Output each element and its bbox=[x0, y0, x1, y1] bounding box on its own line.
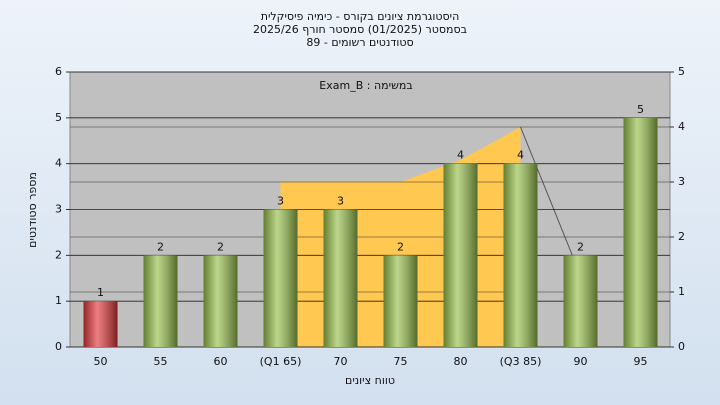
x-tick-label: (Q3 85) bbox=[500, 355, 542, 368]
bar-shading bbox=[143, 255, 178, 347]
x-tick-label: 90 bbox=[574, 355, 588, 368]
bar-shading bbox=[83, 301, 118, 347]
y-tick-label: 0 bbox=[55, 340, 62, 353]
x-tick-label: 60 bbox=[214, 355, 228, 368]
y2-tick-label: 3 bbox=[678, 175, 685, 188]
y2-tick-label: 2 bbox=[678, 230, 685, 243]
bar-shading bbox=[503, 163, 538, 347]
bar-shading bbox=[623, 117, 658, 347]
x-tick-label: 50 bbox=[94, 355, 108, 368]
y-axis-label: מספר סטודנטים bbox=[26, 172, 39, 248]
data-label: 2 bbox=[157, 240, 164, 253]
y2-tick-label: 5 bbox=[678, 65, 685, 78]
bar-shading bbox=[383, 255, 418, 347]
chart-subtitle: בסמסטר (01/2025) סמסטר חורף 2025/26 bbox=[253, 23, 467, 36]
y-tick-label: 1 bbox=[55, 294, 62, 307]
data-label: 2 bbox=[217, 240, 224, 253]
y-tick-label: 6 bbox=[55, 65, 62, 78]
bar-shading bbox=[563, 255, 598, 347]
data-label: 2 bbox=[397, 240, 404, 253]
bar-shading bbox=[203, 255, 238, 347]
x-tick-label: 70 bbox=[334, 355, 348, 368]
x-tick-label: 55 bbox=[154, 355, 168, 368]
y2-tick-label: 1 bbox=[678, 285, 685, 298]
data-label: 4 bbox=[517, 149, 524, 162]
annotation: במשימה : Exam_B bbox=[319, 79, 412, 92]
y-tick-label: 4 bbox=[55, 157, 62, 170]
x-axis-label: טווח ציונים bbox=[345, 374, 395, 387]
chart-subtitle: סטודנטים רשומים - 89 bbox=[306, 36, 413, 49]
data-label: 1 bbox=[97, 286, 104, 299]
data-label: 3 bbox=[277, 195, 284, 208]
data-label: 2 bbox=[577, 240, 584, 253]
data-label: 5 bbox=[637, 103, 644, 116]
x-tick-label: (Q1 65) bbox=[260, 355, 302, 368]
data-label: 4 bbox=[457, 149, 464, 162]
y-tick-label: 5 bbox=[55, 111, 62, 124]
bar-shading bbox=[263, 209, 298, 347]
y2-tick-label: 4 bbox=[678, 120, 685, 133]
y2-tick-label: 0 bbox=[678, 340, 685, 353]
x-tick-label: 75 bbox=[394, 355, 408, 368]
x-tick-label: 95 bbox=[634, 355, 648, 368]
x-tick-label: 80 bbox=[454, 355, 468, 368]
chart-title: היסטוגרמת ציונים בקורס - כימיה פיסיקלית bbox=[261, 10, 460, 23]
bar-shading bbox=[443, 163, 478, 347]
data-label: 3 bbox=[337, 195, 344, 208]
y-tick-label: 2 bbox=[55, 248, 62, 261]
y-tick-label: 3 bbox=[55, 203, 62, 216]
overlay-line bbox=[520, 126, 581, 276]
bar-shading bbox=[323, 209, 358, 347]
